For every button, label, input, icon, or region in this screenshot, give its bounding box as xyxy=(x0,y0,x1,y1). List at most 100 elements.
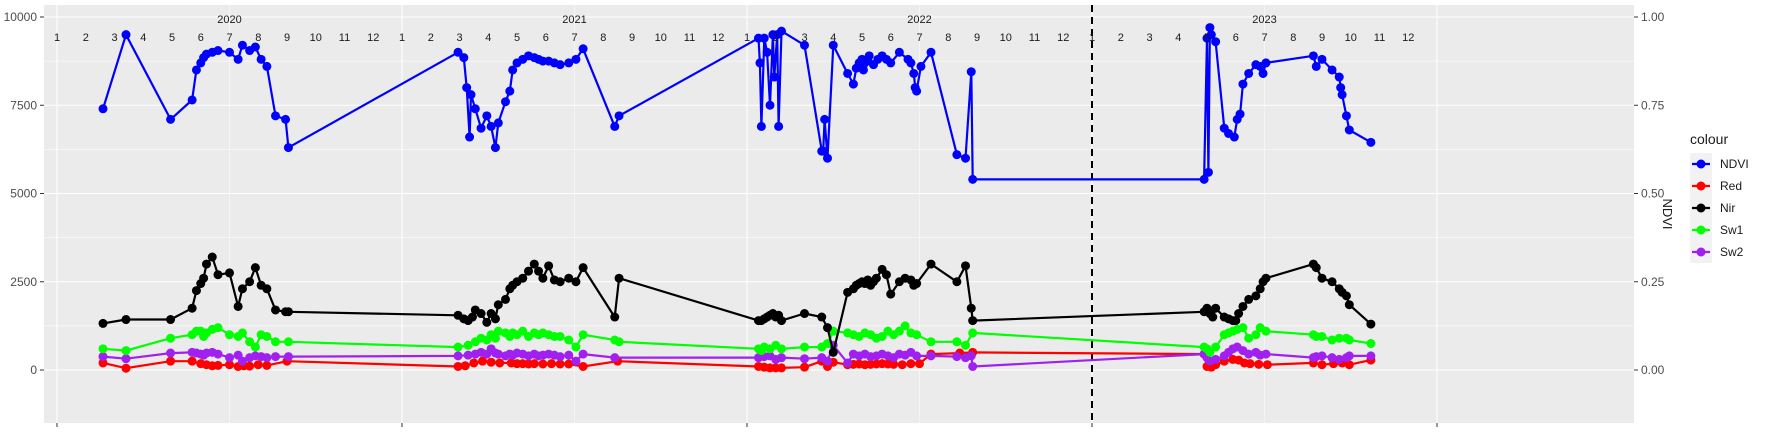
point-red xyxy=(1317,360,1327,370)
point-ndvi xyxy=(1308,51,1318,61)
point-ndvi xyxy=(769,72,779,82)
right-axis-title: NDVI xyxy=(1660,198,1675,229)
point-red xyxy=(555,359,565,369)
point-ndvi xyxy=(961,153,970,163)
month-label: 3 xyxy=(1146,32,1152,44)
point-ndvi xyxy=(1261,58,1271,68)
legend-item-sw1: Sw1 xyxy=(1690,219,1744,241)
point-nir xyxy=(1244,294,1254,304)
point-ndvi xyxy=(482,111,492,121)
point-red xyxy=(245,361,255,371)
year-label: 2020 xyxy=(217,14,241,26)
month-label: 7 xyxy=(226,32,232,44)
point-nir xyxy=(961,261,970,271)
point-ndvi xyxy=(470,104,480,114)
point-sw1 xyxy=(262,331,272,341)
point-sw1 xyxy=(1261,326,1271,336)
point-ndvi xyxy=(459,53,469,63)
point-sw2 xyxy=(283,352,293,362)
series-sw2 xyxy=(98,340,1376,371)
point-ndvi xyxy=(916,61,926,71)
point-nir xyxy=(283,307,293,317)
point-sw1 xyxy=(614,337,624,347)
point-nir xyxy=(571,277,581,287)
point-ndvi xyxy=(281,114,291,124)
point-nir xyxy=(886,289,896,299)
series-layer xyxy=(98,23,1376,373)
month-label: 2 xyxy=(1118,32,1124,44)
point-ndvi xyxy=(762,47,772,57)
y-left-tick-label: 10000 xyxy=(4,10,38,24)
month-label: 10 xyxy=(1000,32,1012,44)
point-sw2 xyxy=(213,349,223,359)
point-sw1 xyxy=(1244,333,1254,343)
legend-item-sw2: Sw2 xyxy=(1690,241,1744,263)
grid-lines xyxy=(44,5,1634,423)
point-sw1 xyxy=(777,344,786,354)
point-sw1 xyxy=(213,323,223,333)
series-nir xyxy=(98,252,1376,357)
month-label: 2 xyxy=(83,32,89,44)
point-ndvi xyxy=(213,46,223,56)
point-nir xyxy=(534,266,544,276)
point-ndvi xyxy=(755,58,765,68)
point-ndvi xyxy=(1311,61,1321,71)
point-sw2 xyxy=(1261,349,1271,359)
y-right-tick-label: 0.00 xyxy=(1641,363,1665,377)
point-nir xyxy=(187,303,197,313)
point-red xyxy=(578,361,588,371)
month-label: 2 xyxy=(428,32,434,44)
point-nir xyxy=(1238,301,1248,311)
point-ndvi xyxy=(952,150,962,160)
point-ndvi xyxy=(1258,68,1268,78)
point-ndvi xyxy=(912,86,922,96)
point-sw1 xyxy=(1211,342,1221,352)
point-sw2 xyxy=(1344,351,1354,361)
point-sw2 xyxy=(578,349,588,359)
legend-item-nir: Nir xyxy=(1690,197,1735,219)
point-ndvi xyxy=(759,33,769,43)
point-sw2 xyxy=(225,353,234,363)
point-ndvi xyxy=(800,40,809,50)
point-nir xyxy=(1234,309,1244,319)
point-sw1 xyxy=(912,330,922,340)
month-label: 9 xyxy=(974,32,980,44)
point-ndvi xyxy=(906,58,916,68)
point-sw2 xyxy=(800,354,809,364)
point-sw1 xyxy=(952,337,962,347)
point-nir xyxy=(1327,277,1337,287)
point-ndvi xyxy=(508,65,518,75)
point-red xyxy=(213,360,223,370)
month-label: 10 xyxy=(310,32,322,44)
point-sw1 xyxy=(1344,335,1354,345)
point-ndvi xyxy=(466,90,476,100)
point-sw2 xyxy=(463,350,473,360)
legend-label: Red xyxy=(1720,179,1742,193)
point-sw1 xyxy=(555,331,565,341)
point-nir xyxy=(1208,312,1218,322)
point-ndvi xyxy=(1205,23,1215,33)
point-sw2 xyxy=(237,356,247,366)
point-sw1 xyxy=(493,326,503,336)
month-label: 12 xyxy=(1057,32,1069,44)
month-label: 8 xyxy=(600,32,606,44)
point-ndvi xyxy=(1199,174,1209,184)
legend-label: NDVI xyxy=(1720,157,1749,171)
point-red xyxy=(538,359,548,369)
point-ndvi xyxy=(886,58,896,68)
month-label: 2 xyxy=(773,32,779,44)
point-sw1 xyxy=(225,330,234,340)
point-nir xyxy=(1261,273,1271,283)
legend-key-point xyxy=(1696,203,1706,213)
point-red xyxy=(777,363,786,373)
point-nir xyxy=(1366,319,1376,329)
month-label: 4 xyxy=(830,32,836,44)
series-ndvi xyxy=(98,23,1376,184)
point-ndvi xyxy=(843,68,853,78)
month-label: 5 xyxy=(1204,32,1210,44)
point-nir xyxy=(166,315,176,325)
point-red xyxy=(453,361,463,371)
point-sw1 xyxy=(121,346,131,356)
point-sw1 xyxy=(166,333,176,343)
point-nir xyxy=(610,312,620,322)
